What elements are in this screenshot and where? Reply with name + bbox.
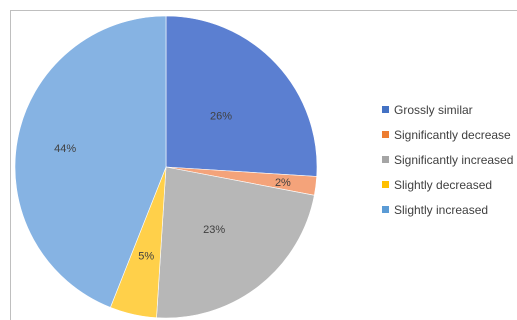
legend-swatch-significantly-increased <box>382 156 389 163</box>
legend-swatch-slightly-decreased <box>382 181 389 188</box>
legend-swatch-grossly-similar <box>382 106 389 113</box>
data-label-significantly-increased: 23% <box>203 224 225 236</box>
legend-swatch-significantly-decrease <box>382 131 389 138</box>
legend-swatch-slightly-increased <box>382 206 389 213</box>
legend-label-grossly-similar: Grossly similar <box>394 103 473 117</box>
legend-label-significantly-increased: Significantly increased <box>394 153 513 167</box>
pie-slice-significantly-increased <box>156 166 315 319</box>
data-label-slightly-decreased: 5% <box>138 250 154 262</box>
data-label-significantly-decrease: 2% <box>275 177 291 189</box>
pie-data-labels: 26% 2% 23% 5% 44% <box>54 110 291 262</box>
legend-label-slightly-decreased: Slightly decreased <box>394 178 492 192</box>
pie-slice-grossly-similar <box>165 15 318 177</box>
pie-slices <box>14 15 318 319</box>
legend-label-significantly-decrease: Significantly decrease <box>394 128 511 142</box>
legend: Grossly similar Significantly decrease Sig… <box>382 103 513 217</box>
data-label-slightly-increased: 44% <box>54 143 76 155</box>
data-label-grossly-similar: 26% <box>210 110 232 122</box>
legend-label-slightly-increased: Slightly increased <box>394 203 488 217</box>
pie-slice-slightly-increased <box>14 15 167 308</box>
